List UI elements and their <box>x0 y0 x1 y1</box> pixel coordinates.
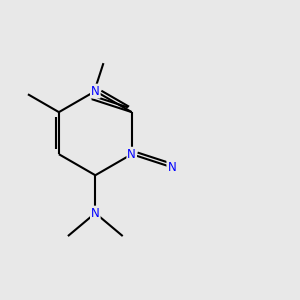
Text: N: N <box>167 161 176 174</box>
Text: N: N <box>91 207 100 220</box>
Text: N: N <box>128 148 136 161</box>
Text: N: N <box>91 85 100 98</box>
